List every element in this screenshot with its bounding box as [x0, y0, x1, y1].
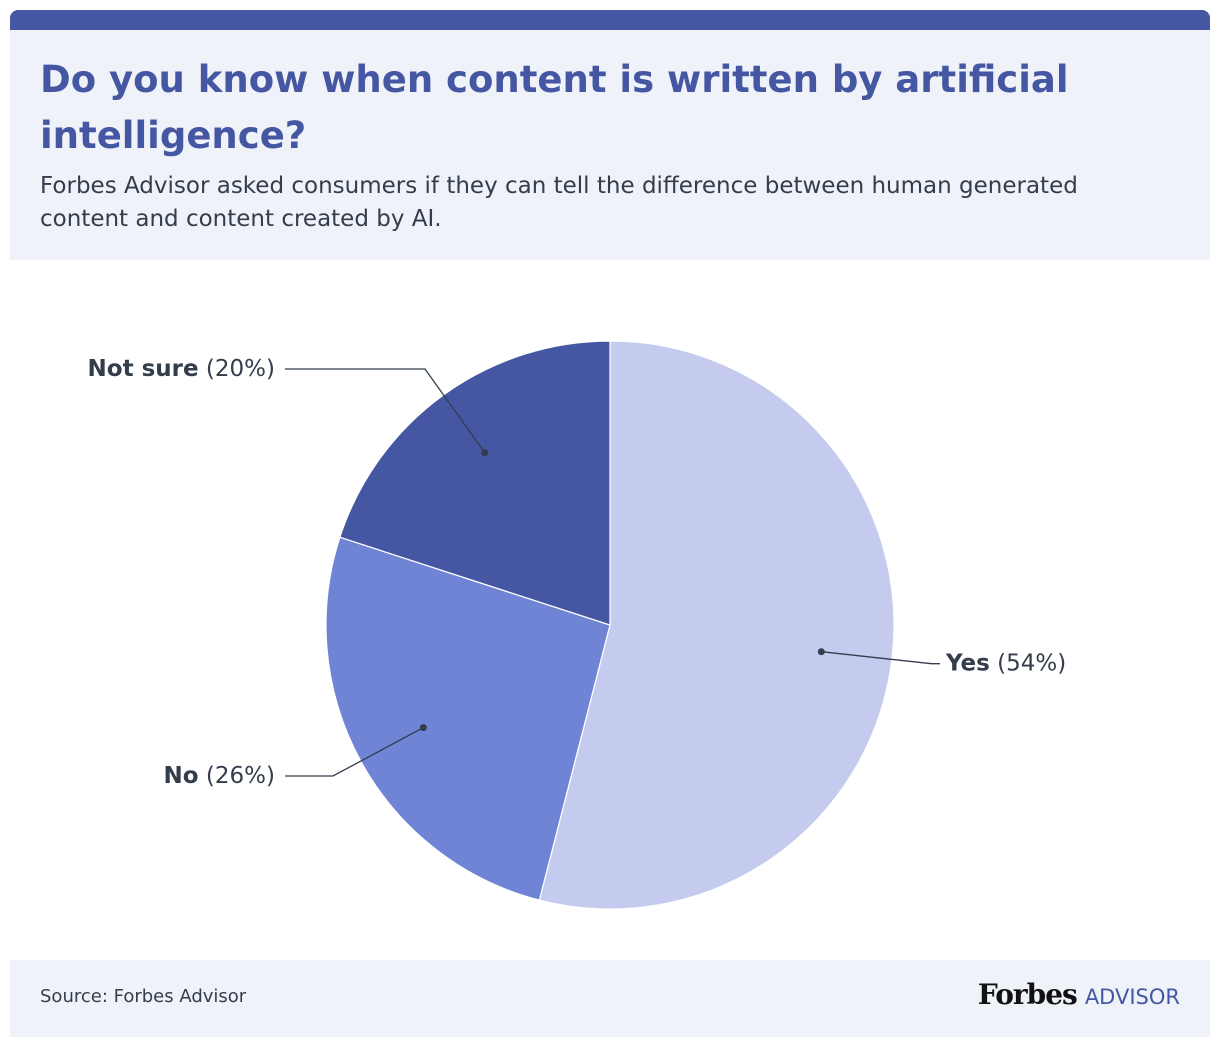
slice-value-label: (26%): [206, 763, 275, 789]
logo-name: Forbes: [977, 978, 1078, 1011]
footer: Source: Forbes Advisor Forbes ADVISOR: [10, 960, 1210, 1037]
leader-dot: [817, 648, 825, 656]
source: Source: Forbes Advisor: [40, 986, 247, 1007]
chart-title: Do you know when content is written by a…: [40, 58, 1069, 157]
pie-slice: [325, 536, 611, 901]
leader-dot: [419, 724, 427, 732]
leader-line: [821, 651, 940, 665]
chart-subtitle: Forbes Advisor asked consumers if they c…: [40, 173, 1078, 232]
pie-slice: [538, 340, 895, 910]
logo-suffix: ADVISOR: [1084, 985, 1180, 1009]
slice-label: Not sure (20%): [88, 356, 275, 382]
slice-category: Yes: [945, 650, 990, 676]
leader-line: [285, 368, 486, 454]
slice-category: No: [164, 763, 199, 789]
slice-label: No (26%): [164, 763, 275, 789]
slice-category: Not sure: [88, 356, 199, 382]
chart: Yes (54%) No (26%) Not sure (20%): [88, 340, 1066, 910]
leader-line: [285, 727, 424, 777]
top-bar: [10, 10, 1210, 30]
slice-label: Yes (54%): [945, 650, 1066, 676]
header: Do you know when content is written by a…: [10, 30, 1210, 260]
slice-value-label: (20%): [206, 356, 275, 382]
logo: Forbes ADVISOR: [978, 978, 1180, 1011]
slice-value-label: (54%): [997, 650, 1066, 676]
leader-dot: [481, 449, 489, 457]
